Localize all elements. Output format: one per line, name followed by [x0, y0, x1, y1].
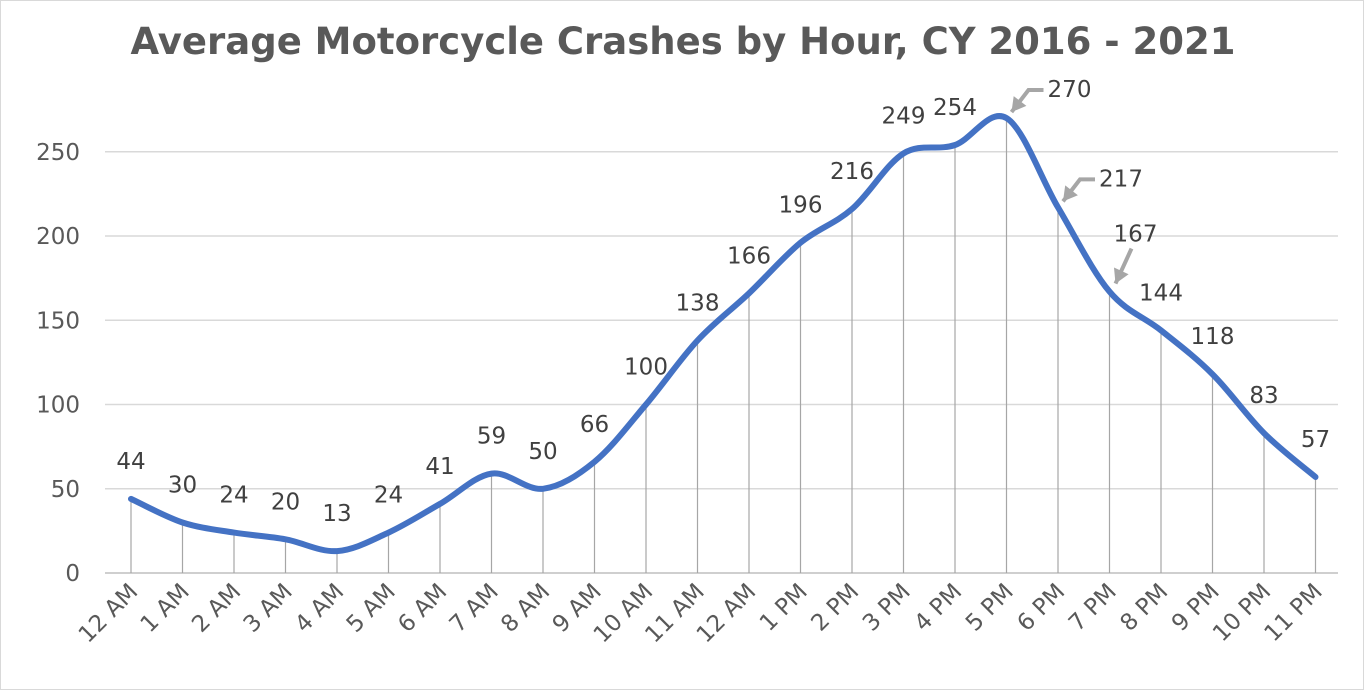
x-tick-label: 11 PM — [1260, 579, 1328, 647]
x-tick-label: 8 PM — [1115, 579, 1173, 637]
data-label: 41 — [425, 454, 454, 480]
data-label: 44 — [116, 449, 145, 475]
data-label: 50 — [528, 439, 557, 465]
data-label: 24 — [219, 483, 248, 509]
x-tick-label: 5 PM — [961, 579, 1019, 637]
y-tick-label: 250 — [36, 140, 80, 166]
data-label: 270 — [1048, 77, 1092, 103]
x-axis-ticks: 12 AM1 AM2 AM3 AM4 AM5 AM6 AM7 AM8 AM9 A… — [74, 579, 1328, 648]
data-label: 59 — [477, 424, 506, 450]
data-label: 138 — [676, 290, 720, 316]
x-tick-label: 12 AM — [74, 579, 143, 648]
y-tick-label: 150 — [36, 308, 80, 334]
data-label: 66 — [580, 412, 609, 438]
x-tick-label: 5 AM — [342, 579, 401, 638]
callout-arrows — [1009, 88, 1134, 285]
x-tick-label: 12 AM — [692, 579, 761, 648]
data-label: 167 — [1114, 222, 1158, 248]
x-tick-label: 8 AM — [496, 579, 555, 638]
data-label: 13 — [322, 501, 351, 527]
data-label: 166 — [727, 243, 771, 269]
x-tick-label: 1 PM — [755, 579, 813, 637]
data-label: 217 — [1099, 166, 1143, 192]
x-tick-label: 7 PM — [1064, 579, 1122, 637]
data-label: 254 — [933, 95, 977, 121]
data-label: 20 — [271, 489, 300, 515]
x-tick-label: 4 AM — [290, 579, 349, 638]
callout-arrowhead — [1063, 185, 1078, 202]
data-label: 118 — [1191, 324, 1235, 350]
x-tick-label: 2 AM — [187, 579, 246, 638]
data-label: 216 — [830, 159, 874, 185]
data-label: 100 — [624, 355, 668, 381]
x-tick-label: 6 AM — [393, 579, 452, 638]
data-label: 144 — [1139, 280, 1183, 306]
x-tick-label: 2 PM — [806, 579, 864, 637]
data-label: 57 — [1301, 427, 1330, 453]
data-label: 83 — [1249, 383, 1278, 409]
x-tick-label: 4 PM — [909, 579, 967, 637]
x-tick-label: 3 AM — [239, 579, 298, 638]
data-label: 24 — [374, 483, 403, 509]
x-tick-label: 3 PM — [858, 579, 916, 637]
drop-lines — [130, 118, 1317, 573]
gridlines — [105, 151, 1338, 574]
chart-title: Average Motorcycle Crashes by Hour, CY 2… — [130, 20, 1236, 63]
callout-arrowhead — [1114, 267, 1129, 284]
y-tick-label: 50 — [51, 477, 80, 503]
data-label: 249 — [882, 103, 926, 129]
data-label: 196 — [779, 193, 823, 219]
data-labels: 44 30 24 20 13 24 41 59 50 66 100 138 166 196 216 249 25… — [116, 77, 1330, 527]
y-tick-label: 0 — [65, 561, 80, 587]
x-tick-label: 6 PM — [1012, 579, 1070, 637]
x-tick-label: 1 AM — [136, 579, 195, 638]
data-label: 30 — [168, 472, 197, 498]
y-axis-ticks: 0 50 100 150 200 250 — [36, 140, 80, 587]
x-tick-label: 10 PM — [1208, 579, 1276, 647]
series-line — [128, 113, 1319, 555]
callout-arrowhead — [1011, 96, 1027, 113]
y-tick-label: 200 — [36, 224, 80, 250]
x-tick-label: 7 AM — [445, 579, 504, 638]
y-tick-label: 100 — [36, 393, 80, 419]
